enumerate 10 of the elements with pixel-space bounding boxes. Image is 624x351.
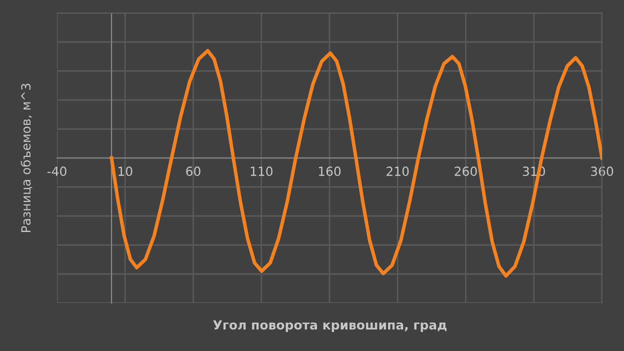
x-tick-label: 210: [386, 166, 409, 176]
y-axis-title: Разница объемов, м^3: [20, 84, 32, 232]
x-tick-label: 160: [318, 166, 341, 176]
x-tick-label: 10: [118, 166, 132, 176]
x-tick-label: 360: [591, 166, 614, 176]
x-tick-label: -40: [47, 166, 66, 176]
x-tick-label: 260: [454, 166, 477, 176]
x-tick-label: 60: [186, 166, 200, 176]
x-axis-title: Угол поворота кривошипа, град: [213, 320, 447, 332]
x-tick-label: 110: [250, 166, 272, 176]
